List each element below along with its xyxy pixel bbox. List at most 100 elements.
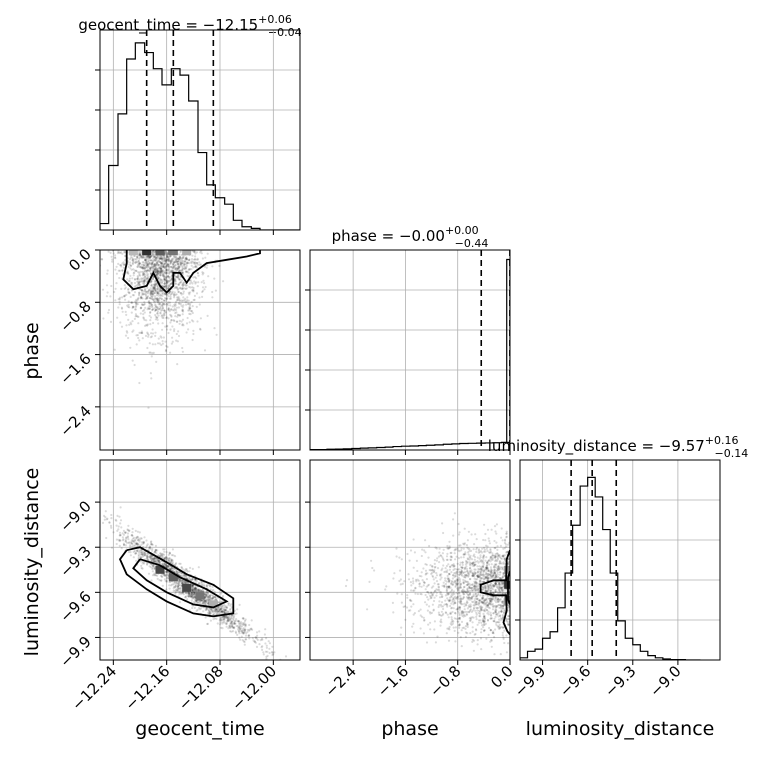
scatter-point bbox=[507, 561, 510, 564]
scatter-point bbox=[213, 609, 216, 612]
scatter-point bbox=[165, 279, 168, 282]
scatter-point bbox=[185, 567, 188, 571]
scatter-point bbox=[446, 604, 449, 607]
scatter-point bbox=[207, 611, 210, 614]
scatter-point bbox=[205, 607, 208, 610]
scatter-point bbox=[191, 311, 194, 315]
scatter-point bbox=[123, 250, 126, 253]
scatter-point bbox=[121, 262, 124, 265]
scatter-point bbox=[179, 263, 182, 266]
scatter-point bbox=[222, 618, 225, 621]
scatter-point bbox=[471, 574, 474, 577]
scatter-point bbox=[119, 534, 122, 537]
scatter-point bbox=[427, 623, 430, 626]
scatter-point bbox=[213, 596, 217, 599]
scatter-point bbox=[456, 596, 459, 599]
scatter-point bbox=[225, 621, 228, 624]
scatter-point bbox=[155, 272, 158, 275]
scatter-point bbox=[154, 303, 157, 306]
scatter-point bbox=[488, 542, 491, 545]
scatter-point bbox=[460, 573, 463, 576]
scatter-point bbox=[161, 257, 164, 260]
scatter-point bbox=[452, 603, 455, 606]
scatter-point bbox=[459, 586, 462, 589]
scatter-point bbox=[193, 596, 196, 599]
scatter-point bbox=[165, 282, 168, 285]
scatter-point bbox=[174, 280, 177, 283]
scatter-point bbox=[145, 269, 148, 273]
scatter-point bbox=[114, 257, 117, 260]
scatter-point bbox=[499, 604, 502, 607]
scatter-point bbox=[192, 286, 195, 290]
scatter-point bbox=[238, 620, 241, 623]
scatter-point bbox=[168, 284, 171, 287]
scatter-point bbox=[122, 295, 126, 298]
scatter-point bbox=[496, 567, 499, 570]
scatter-point bbox=[183, 576, 186, 579]
scatter-point bbox=[190, 587, 193, 590]
scatter-point bbox=[505, 551, 509, 554]
scatter-point bbox=[451, 600, 454, 603]
scatter-point bbox=[242, 640, 245, 643]
scatter-point bbox=[468, 563, 471, 566]
scatter-point bbox=[248, 637, 251, 640]
scatter-point bbox=[154, 270, 157, 273]
scatter-point bbox=[209, 597, 212, 600]
scatter-point bbox=[148, 555, 151, 558]
scatter-point bbox=[149, 556, 152, 559]
scatter-point bbox=[468, 604, 471, 607]
scatter-point bbox=[214, 597, 217, 601]
scatter-point bbox=[205, 590, 208, 593]
scatter-point bbox=[207, 609, 210, 612]
scatter-point bbox=[147, 547, 150, 550]
scatter-point bbox=[158, 293, 161, 296]
scatter-point bbox=[441, 522, 444, 525]
scatter-point bbox=[231, 626, 234, 629]
scatter-point bbox=[164, 564, 167, 567]
scatter-point bbox=[174, 259, 177, 262]
scatter-point bbox=[141, 265, 144, 269]
scatter-point bbox=[266, 654, 269, 658]
scatter-point bbox=[192, 590, 195, 593]
scatter-point bbox=[211, 594, 214, 597]
scatter-point bbox=[180, 589, 183, 592]
scatter-point bbox=[124, 254, 127, 258]
scatter-point bbox=[128, 279, 131, 283]
scatter-point bbox=[481, 596, 484, 599]
scatter-point bbox=[106, 517, 109, 520]
scatter-point bbox=[135, 542, 139, 545]
scatter-point bbox=[125, 536, 128, 539]
scatter-point bbox=[116, 514, 119, 518]
scatter-point bbox=[474, 581, 477, 584]
scatter-point bbox=[243, 623, 246, 626]
scatter-point bbox=[475, 546, 479, 550]
scatter-point bbox=[125, 313, 128, 316]
scatter-point bbox=[132, 305, 135, 308]
scatter-point bbox=[158, 307, 161, 311]
scatter-point bbox=[493, 574, 496, 577]
scatter-point bbox=[172, 585, 176, 589]
scatter-point bbox=[176, 260, 179, 263]
scatter-point bbox=[501, 618, 504, 621]
scatter-point bbox=[242, 631, 245, 634]
density-cell bbox=[128, 250, 138, 256]
scatter-point bbox=[137, 260, 140, 263]
scatter-point bbox=[213, 608, 216, 611]
scatter-point bbox=[186, 592, 189, 595]
scatter-point bbox=[452, 583, 455, 586]
scatter-point bbox=[441, 556, 444, 559]
scatter-point bbox=[227, 627, 230, 630]
scatter-point bbox=[435, 559, 438, 562]
scatter-point bbox=[193, 587, 196, 591]
scatter-point bbox=[193, 280, 196, 283]
scatter-point bbox=[158, 561, 161, 564]
scatter-point bbox=[439, 592, 442, 596]
scatter-point bbox=[151, 343, 154, 346]
scatter-point bbox=[499, 560, 502, 563]
scatter-point bbox=[137, 280, 140, 283]
scatter-point bbox=[479, 560, 482, 563]
scatter-point bbox=[154, 559, 157, 562]
scatter-point bbox=[446, 569, 449, 572]
scatter-point bbox=[177, 258, 180, 261]
scatter-point bbox=[144, 275, 147, 278]
